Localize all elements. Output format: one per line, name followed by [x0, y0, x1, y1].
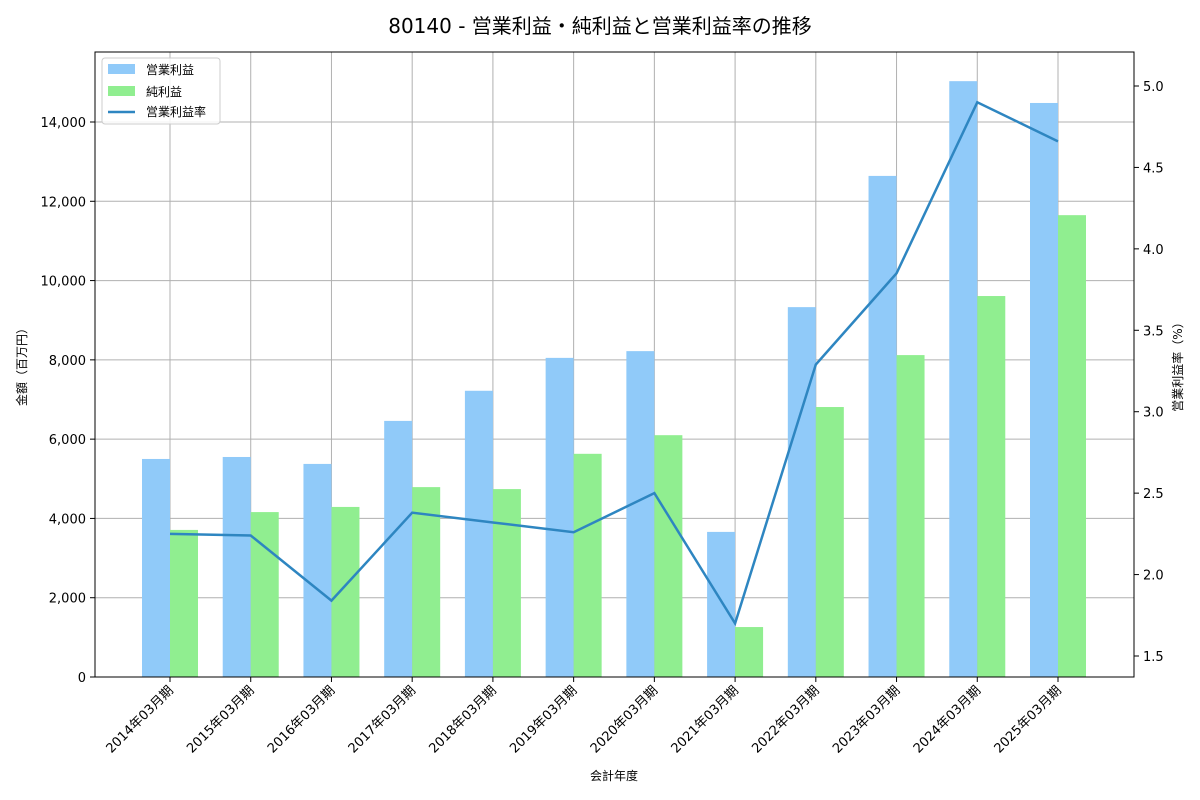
svg-text:2014年03月期: 2014年03月期	[104, 683, 177, 756]
svg-text:4.5: 4.5	[1143, 161, 1164, 176]
svg-text:6,000: 6,000	[49, 433, 86, 448]
svg-text:2025年03月期: 2025年03月期	[992, 683, 1065, 756]
svg-text:3.5: 3.5	[1143, 324, 1164, 339]
svg-text:2020年03月期: 2020年03月期	[588, 683, 661, 756]
bar-net-profit	[412, 487, 441, 677]
x-axis-ticks: 2014年03月期 2015年03月期 2016年03月期 2017年03月期 2018…	[104, 677, 1065, 757]
svg-text:10,000: 10,000	[41, 275, 87, 290]
bar-operating-profit	[464, 390, 493, 677]
x-axis-label: 会計年度	[590, 768, 638, 783]
y2-axis-label: 営業利益率（%）	[1170, 316, 1185, 411]
bar-operating-profit	[626, 351, 655, 677]
bar-operating-profit	[1030, 102, 1058, 677]
svg-text:2.0: 2.0	[1143, 569, 1164, 584]
svg-text:1.5: 1.5	[1143, 650, 1164, 665]
legend-label-operating-profit: 営業利益	[146, 63, 194, 77]
bars	[142, 81, 1086, 678]
svg-text:2017年03月期: 2017年03月期	[346, 683, 419, 756]
bar-net-profit	[573, 453, 602, 677]
svg-text:8,000: 8,000	[49, 354, 86, 369]
bar-net-profit	[735, 627, 764, 677]
legend: 営業利益 純利益 営業利益率	[101, 57, 221, 125]
bar-operating-profit	[545, 357, 574, 677]
svg-text:2019年03月期: 2019年03月期	[507, 683, 580, 756]
right-axis-ticks: 1.5 2.0 2.5 3.0 3.5 4.0 4.5 5.0	[1134, 80, 1164, 665]
bar-operating-profit	[142, 458, 170, 677]
svg-text:2023年03月期: 2023年03月期	[830, 683, 903, 756]
svg-text:2015年03月期: 2015年03月期	[184, 683, 257, 756]
bar-net-profit	[331, 506, 360, 677]
bar-operating-profit	[303, 463, 332, 677]
chart-title: 80140 - 営業利益・純利益と営業利益率の推移	[388, 14, 812, 38]
bar-operating-profit	[949, 81, 978, 678]
bar-net-profit	[250, 512, 279, 677]
svg-text:3.0: 3.0	[1143, 406, 1164, 421]
bar-net-profit	[170, 529, 198, 677]
legend-label-margin: 営業利益率	[146, 104, 206, 119]
svg-text:0: 0	[78, 671, 86, 686]
svg-text:2.5: 2.5	[1143, 487, 1164, 502]
svg-text:2018年03月期: 2018年03月期	[426, 683, 499, 756]
svg-text:14,000: 14,000	[41, 116, 87, 131]
svg-text:12,000: 12,000	[41, 195, 87, 210]
legend-label-net-profit: 純利益	[146, 85, 182, 99]
bar-net-profit	[977, 296, 1006, 677]
bar-operating-profit	[707, 531, 736, 677]
svg-text:2016年03月期: 2016年03月期	[265, 683, 338, 756]
bar-operating-profit	[222, 456, 251, 677]
bar-operating-profit	[787, 307, 816, 677]
bar-net-profit	[896, 355, 925, 677]
svg-text:5.0: 5.0	[1143, 80, 1164, 95]
svg-text:2,000: 2,000	[49, 592, 86, 607]
y-axis-label: 金額（百万円）	[14, 322, 29, 406]
svg-text:2024年03月期: 2024年03月期	[911, 683, 984, 756]
left-axis-ticks: 0 2,000 4,000 6,000 8,000 10,000 12,000 14,000	[41, 116, 95, 686]
legend-swatch-operating-profit	[108, 64, 135, 74]
svg-text:4.0: 4.0	[1143, 243, 1164, 258]
svg-text:2022年03月期: 2022年03月期	[749, 683, 822, 756]
bar-net-profit	[654, 435, 683, 677]
svg-text:2021年03月期: 2021年03月期	[669, 683, 742, 756]
svg-text:4,000: 4,000	[49, 512, 86, 527]
bar-net-profit	[1058, 215, 1086, 678]
bar-operating-profit	[868, 175, 897, 677]
bar-net-profit	[815, 407, 844, 677]
bar-net-profit	[492, 489, 521, 677]
plot-frame	[94, 51, 1135, 678]
legend-swatch-net-profit	[108, 86, 135, 96]
margin-line	[169, 100, 1059, 627]
bar-operating-profit	[384, 420, 413, 677]
